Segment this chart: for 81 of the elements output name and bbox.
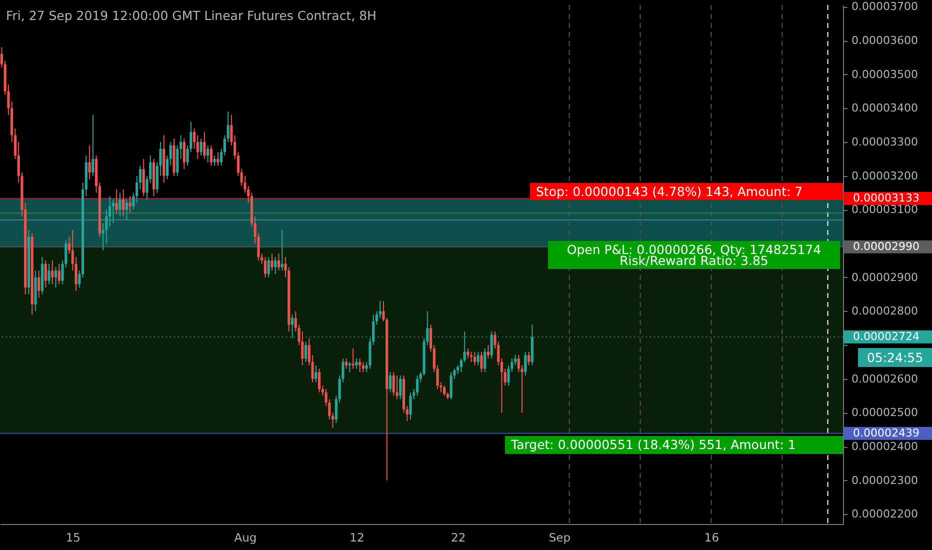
candlestick (112, 199, 114, 224)
candlestick (44, 260, 47, 288)
candlestick (270, 253, 274, 272)
candlestick (345, 358, 348, 370)
candlestick (128, 196, 132, 214)
candlestick (352, 348, 354, 370)
candlestick (396, 374, 398, 400)
y-tick-label: 0.00003100 (852, 203, 918, 216)
candlestick (54, 266, 58, 288)
candlestick (264, 256, 267, 278)
x-tick-label: 16 (704, 530, 720, 544)
candlestick (88, 144, 91, 180)
candlestick (355, 358, 358, 370)
y-tick-label: 0.00002400 (852, 440, 918, 454)
candlestick (388, 372, 392, 393)
ref-line-label: 0.00002724 (853, 330, 920, 343)
y-tick-label: 0.00003700 (852, 0, 918, 14)
candlestick (480, 351, 483, 373)
candlestick (358, 358, 362, 373)
y-tick-label: 0.00002500 (852, 406, 918, 420)
candlestick (304, 341, 308, 362)
candlestick (38, 270, 40, 298)
candlestick (277, 253, 280, 272)
candlestick (314, 364, 318, 383)
x-tick-label: 15 (66, 530, 80, 544)
y-tick-label: 0.00003600 (852, 34, 918, 48)
x-tick-label: 12 (350, 530, 364, 544)
candlestick (216, 152, 220, 166)
candlestick (182, 138, 186, 170)
candlestick (176, 144, 179, 176)
y-tick-label: 0.00003200 (852, 169, 918, 182)
candlestick (213, 155, 216, 166)
candlestick (450, 372, 452, 400)
candlestick (473, 351, 476, 366)
x-tick-label: Aug (234, 530, 257, 544)
candlestick (58, 263, 60, 285)
candlestick (200, 138, 202, 156)
y-tick-label: 0.00003300 (852, 136, 918, 149)
y-tick-label: 0.00002300 (852, 474, 918, 487)
candlestick (203, 131, 206, 160)
candlestick (318, 368, 321, 393)
chart-title: Fri, 27 Sep 2019 12:00:00 GMT Linear Futures Contract, 8H (6, 8, 376, 23)
candlestick (392, 372, 395, 396)
candlestick (267, 256, 270, 278)
candlestick (115, 188, 118, 214)
text: 05:24:55 (866, 350, 924, 365)
y-tick-label: 0.00002600 (852, 372, 918, 386)
candlestick (466, 348, 470, 360)
candlestick (476, 351, 480, 366)
candlestick (51, 260, 54, 285)
x-tick-label: 22 (451, 530, 466, 544)
candlestick (443, 385, 446, 396)
x-tick-label: Sep (548, 530, 571, 544)
y-tick-label: 0.00002200 (852, 508, 918, 521)
annotation: Stop: 0.00000143 (4.78%) 143, Amount: 7 (536, 184, 803, 199)
candlestick (348, 361, 351, 373)
candlestick (118, 192, 122, 217)
ref-line-label: 0.00002439 (853, 426, 920, 440)
candlestick (274, 256, 277, 274)
candlestick (416, 374, 419, 396)
y-tick-label: 0.00003400 (852, 102, 918, 115)
y-tick-label: 0.00002900 (852, 270, 918, 284)
candlestick (210, 144, 212, 166)
y-tick-label: 0.00003500 (852, 68, 918, 81)
candlestick (125, 199, 128, 220)
candlestick (142, 158, 145, 197)
candlestick (527, 351, 530, 366)
candlestick (524, 351, 527, 376)
candlestick (92, 114, 94, 176)
y-tick-label: 0.00002800 (852, 304, 918, 318)
ref-line-label: 0.00003133 (853, 192, 920, 205)
ref-line-label: 0.00002990 (853, 240, 920, 253)
candlestick (409, 392, 412, 420)
candlestick (399, 374, 402, 400)
candlestick (48, 263, 50, 285)
candlestick (378, 300, 382, 318)
candlestick (122, 188, 125, 217)
annotation: Target: 0.00000551 (18.43%) 551, Amount: 1 (510, 437, 796, 452)
candlestick (206, 144, 210, 163)
candlestick (484, 348, 486, 373)
candlestick (470, 351, 473, 362)
